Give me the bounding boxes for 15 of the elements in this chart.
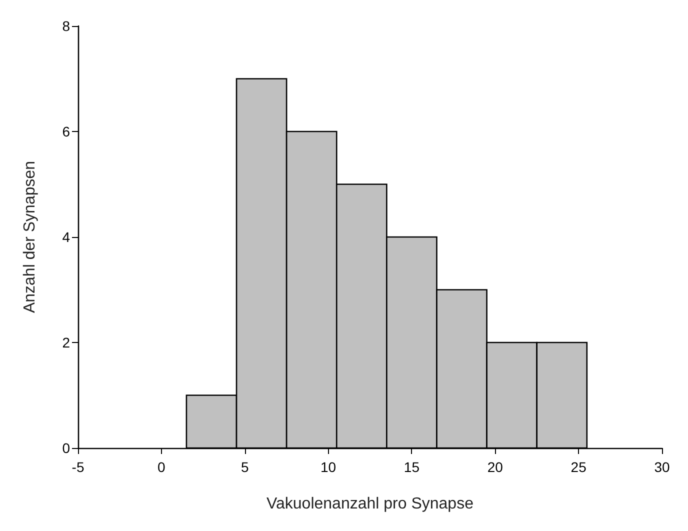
y-tick-label: 8 bbox=[62, 18, 70, 34]
x-tick-label: 5 bbox=[240, 459, 249, 475]
x-axis-title: Vakuolenanzahl pro Synapse bbox=[266, 496, 474, 512]
x-tick-label: 20 bbox=[487, 459, 504, 475]
y-tick-label: 2 bbox=[62, 334, 70, 350]
x-tick-label: -5 bbox=[72, 459, 84, 475]
y-tick-label: 4 bbox=[62, 229, 70, 245]
y-axis-title: Anzahl der Synapsen bbox=[22, 160, 38, 314]
y-tick-label: 0 bbox=[62, 440, 70, 456]
y-tick-label: 6 bbox=[62, 124, 70, 140]
x-tick-label: 0 bbox=[158, 459, 166, 475]
x-tick-label: 15 bbox=[404, 459, 420, 475]
x-tick-label: 25 bbox=[570, 459, 587, 475]
x-tick-label: 30 bbox=[654, 459, 670, 475]
x-tick-label: 10 bbox=[320, 459, 336, 475]
